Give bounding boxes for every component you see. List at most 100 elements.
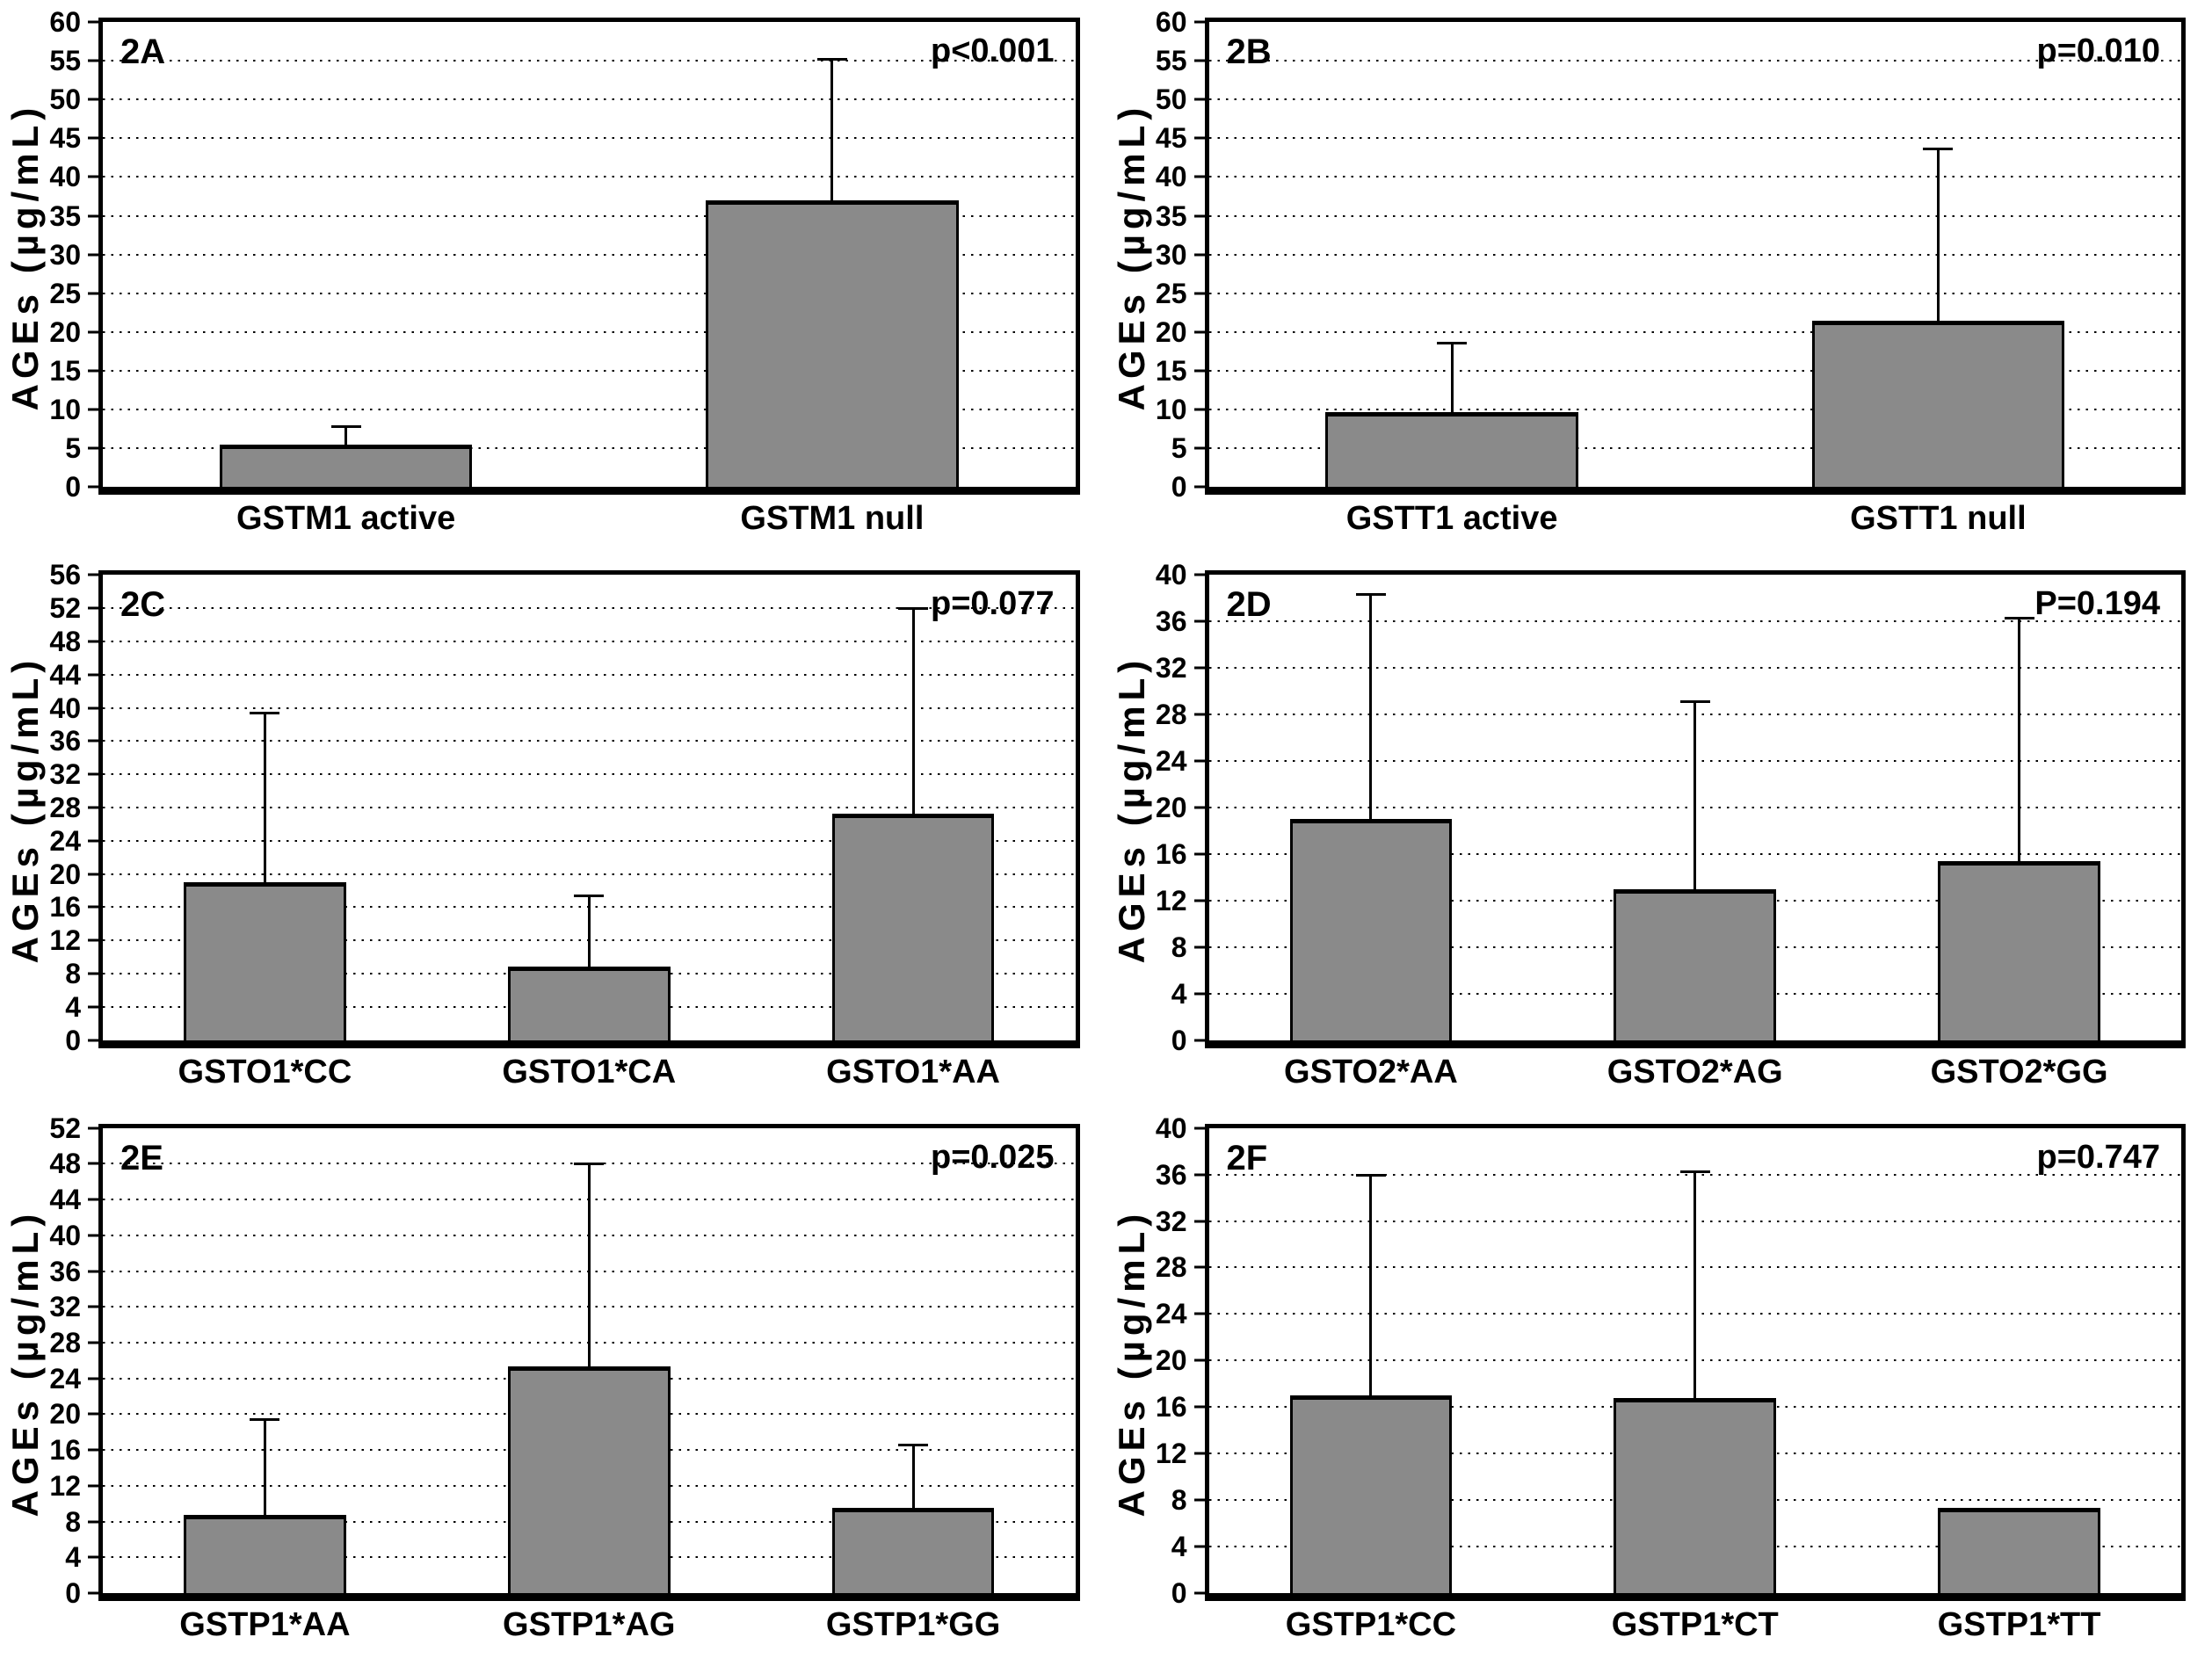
y-axis-tick [1193, 806, 1205, 809]
y-axis-tick [1193, 253, 1205, 257]
gridline [103, 137, 1076, 140]
y-tick-label: 20 [49, 1398, 81, 1431]
y-tick-label: 32 [49, 1291, 81, 1323]
x-category-label: GSTM1 null [740, 500, 925, 538]
error-bar-cap [1355, 1174, 1386, 1177]
error-bar-line [1936, 149, 1940, 321]
y-tick-label: 12 [1155, 884, 1187, 916]
gridline [1208, 253, 2181, 256]
y-tick-label: 32 [1155, 652, 1187, 685]
y-axis-tick [88, 1234, 98, 1237]
y-axis-tick [1193, 20, 1205, 24]
y-tick-label: 36 [49, 725, 81, 757]
gridline [1208, 98, 2181, 101]
y-tick-label: 50 [49, 83, 81, 116]
y-tick-label: 16 [49, 891, 81, 924]
y-axis-tick [1193, 1545, 1205, 1548]
plot-area-2d: 2D P=0.194 0 4 8 12 16 20 24 28 32 36 40 [1156, 561, 2186, 1054]
gridline [1208, 370, 2181, 372]
y-tick-label: 16 [1155, 837, 1187, 870]
y-tick-label: 36 [1155, 605, 1187, 638]
y-axis-tick [1193, 759, 1205, 763]
panel-label: 2B [1226, 33, 1272, 71]
bar [219, 444, 473, 488]
x-category-labels: GSTT1 active GSTT1 null [1209, 500, 2182, 546]
y-axis-tick [88, 1484, 98, 1488]
gridline [103, 807, 1076, 808]
y-axis-tick [88, 673, 98, 677]
gridline [103, 607, 1076, 610]
y-axis-tick [1193, 1173, 1205, 1177]
y-tick-label: 24 [1155, 1298, 1187, 1330]
bar [1938, 860, 2100, 1040]
y-axis-tick [88, 136, 98, 140]
x-category-label: GSTP1*TT [1937, 1605, 2101, 1643]
x-category-labels: GSTO1*CC GSTO1*CA GSTO1*AA [103, 1054, 1076, 1099]
bar [1614, 888, 1777, 1040]
panel-label: 2A [120, 33, 166, 71]
panel-2f: AGEs (µg/mL) 2F p=0.747 0 4 8 12 16 20 24 28 32 3… [1106, 1106, 2212, 1659]
y-axis-tick [1193, 136, 1205, 140]
y-tick-label: 8 [65, 1505, 81, 1538]
error-bar-cap [250, 712, 280, 715]
error-bar-line [1369, 596, 1373, 820]
gridline [1208, 176, 2181, 178]
error-bar-cap [574, 1163, 605, 1166]
error-bar-cap [898, 1444, 929, 1447]
y-axis-tick [1193, 1127, 1205, 1130]
y-axis-tick [88, 806, 98, 809]
y-axis-tick [1193, 713, 1205, 716]
y-axis-tick [88, 1005, 98, 1009]
y-tick-label: 60 [1155, 6, 1187, 38]
gridline [1208, 447, 2181, 450]
error-bar-line [2018, 619, 2021, 861]
y-tick-label: 10 [49, 394, 81, 426]
y-tick-label: 16 [49, 1434, 81, 1467]
y-tick-label: 25 [49, 277, 81, 309]
y-tick-label: 50 [1155, 83, 1187, 116]
gridline [1208, 137, 2181, 140]
x-category-label: GSTO2*GG [1930, 1053, 2108, 1090]
y-axis-tick [88, 175, 98, 178]
y-axis-tick [1193, 1312, 1205, 1315]
y-tick-label: 20 [49, 315, 81, 348]
x-category-label: GSTT1 active [1345, 500, 1558, 538]
bar [1289, 1395, 1453, 1593]
bar [507, 967, 671, 1040]
plot-area-2e: 2E p=0.025 0 4 8 12 16 20 24 28 32 36 40 44 48 52 [49, 1114, 1080, 1607]
y-axis-tick [88, 1520, 98, 1524]
y-tick-label: 0 [1171, 1576, 1187, 1609]
y-tick-label: 0 [1171, 471, 1187, 503]
y-tick-label: 20 [49, 858, 81, 890]
x-category-labels: GSTO2*AA GSTO2*AG GSTO2*GG [1209, 1054, 2182, 1099]
y-axis-tick [88, 1039, 98, 1042]
p-value-label: p=0.010 [2036, 33, 2161, 69]
x-category-labels: GSTP1*AA GSTP1*AG GSTP1*GG [103, 1606, 1076, 1652]
bar [1325, 411, 1578, 488]
y-axis-tick [1193, 1265, 1205, 1269]
error-bar-line [587, 1165, 591, 1367]
y-tick-label: 45 [1155, 122, 1187, 155]
y-axis-tick [88, 59, 98, 62]
y-axis-tick [1193, 945, 1205, 949]
y-axis-tick [88, 905, 98, 909]
y-tick-label: 48 [49, 1148, 81, 1180]
y-tick-label: 55 [49, 45, 81, 77]
y-tick-label: 8 [65, 958, 81, 990]
y-axis-tick [88, 1198, 98, 1201]
y-tick-label: 30 [1155, 238, 1187, 271]
x-category-label: GSTO1*CA [502, 1053, 677, 1090]
y-tick-label: 5 [1171, 432, 1187, 465]
y-tick-label: 28 [1155, 1251, 1187, 1284]
bar [507, 1366, 671, 1593]
panel-2e: AGEs (µg/mL) 2E p=0.025 0 4 8 12 16 20 24 28 32 3… [0, 1106, 1106, 1659]
panel-2a: AGEs (µg/mL) 2A p<0.001 0 5 10 15 20 25 30 35 40… [0, 0, 1106, 553]
y-axis-tick [88, 369, 98, 373]
y-tick-label: 12 [49, 1469, 81, 1502]
y-axis-tick [1193, 852, 1205, 856]
x-category-label: GSTT1 null [1850, 500, 2027, 538]
y-axis-tick [88, 1412, 98, 1416]
y-tick-label: 55 [1155, 45, 1187, 77]
y-axis-tick [88, 772, 98, 776]
y-axis-tick [88, 1305, 98, 1308]
